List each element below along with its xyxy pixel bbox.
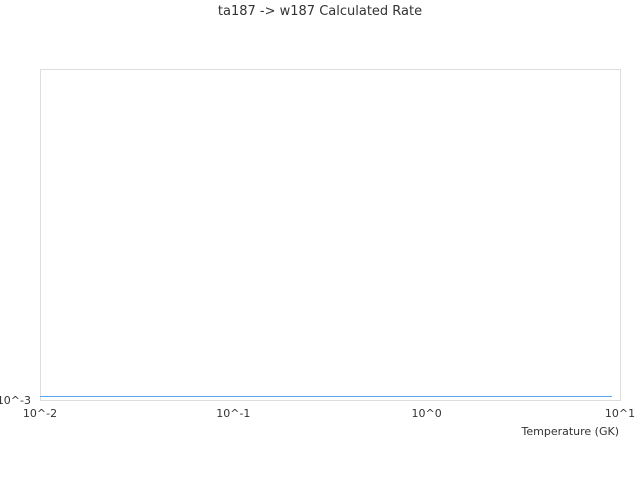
plot-area [40,69,621,401]
chart-title: ta187 -> w187 Calculated Rate [217,4,423,19]
x-tick-label: 10^0 [412,407,442,420]
x-tick-label: 10^-2 [23,407,57,420]
x-tick-label: 10^1 [605,407,635,420]
x-axis-label: Temperature (GK) [521,425,620,438]
y-tick-label: 10^-3 [0,394,31,407]
x-tick-label: 10^-1 [216,407,250,420]
